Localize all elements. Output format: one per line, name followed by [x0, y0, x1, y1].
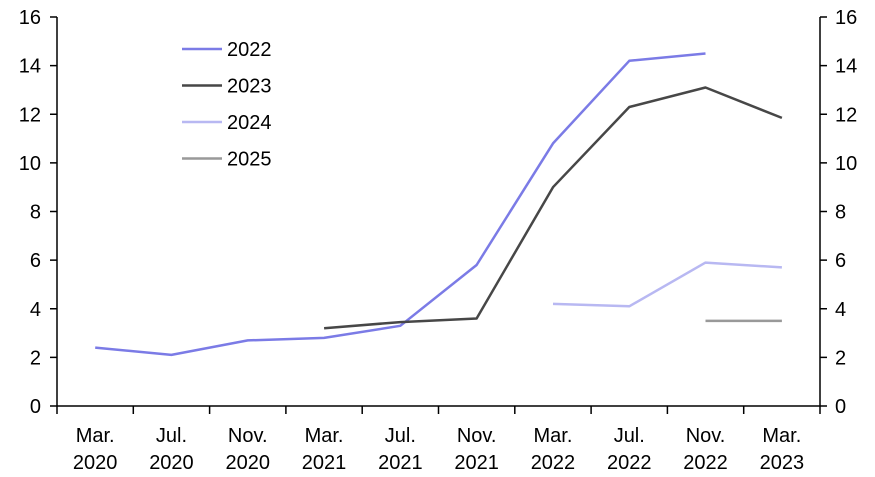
x-tick-label-line: Jul. [156, 425, 187, 447]
axes: 0 2 4 6 8 10 12 14 16 0 2 4 6 8 10 12 14 16 Mar. 2020 Jul. 20… [19, 7, 858, 474]
y-tick-label-right: 8 [835, 202, 846, 224]
x-tick-label-line: Mar. [76, 425, 115, 447]
y-tick-label-right: 10 [835, 153, 857, 175]
legend-label-2025: 2025 [227, 149, 272, 171]
x-tick-label-line: 2021 [378, 452, 423, 474]
legend-label-2024: 2024 [227, 112, 272, 134]
y-tick-label-right: 16 [835, 7, 857, 29]
x-tick-label: Nov. 2021 [454, 425, 499, 474]
y-tick-label-left: 8 [30, 202, 41, 224]
x-tick-label-line: 2021 [454, 452, 499, 474]
y-tick-label-right: 0 [835, 396, 846, 418]
x-tick-label-line: Nov. [228, 425, 268, 447]
x-tick-label: Mar. 2021 [302, 425, 347, 474]
series-line-2024 [552, 261, 782, 308]
x-tick-label-line: 2022 [531, 452, 576, 474]
x-tick-label: Mar. 2022 [531, 425, 576, 474]
x-tick-label-line: Jul. [385, 425, 416, 447]
x-tick-label: Jul. 2020 [149, 425, 194, 474]
series-line-2023 [324, 86, 783, 330]
y-tick-label-right: 2 [835, 347, 846, 369]
x-tick-label: Nov. 2020 [226, 425, 271, 474]
y-tick-label-left: 0 [30, 396, 41, 418]
x-tick-label-line: Mar. [305, 425, 344, 447]
x-tick-label-line: 2022 [607, 452, 652, 474]
x-tick-label-line: 2020 [73, 452, 118, 474]
y-tick-label-left: 2 [30, 347, 41, 369]
y-tick-label-right: 4 [835, 299, 846, 321]
x-tick-label: Mar. 2023 [760, 425, 805, 474]
y-tick-label-left: 10 [19, 153, 41, 175]
series-layer [95, 52, 783, 357]
x-tick-label-line: 2020 [149, 452, 194, 474]
legend-label-2023: 2023 [227, 76, 272, 98]
y-tick-label-left: 4 [30, 299, 41, 321]
legend-label-2022: 2022 [227, 39, 272, 61]
y-tick-label-right: 6 [835, 250, 846, 272]
x-tick-label-line: Mar. [533, 425, 572, 447]
series-line-2022 [95, 52, 706, 357]
y-tick-label-left: 14 [19, 56, 41, 78]
x-tick-label-line: 2022 [683, 452, 728, 474]
x-tick-label-line: Nov. [457, 425, 497, 447]
y-tick-label-left: 16 [19, 7, 41, 29]
y-tick-label-right: 12 [835, 104, 857, 126]
x-tick-label-line: 2020 [226, 452, 271, 474]
x-tick-label: Jul. 2021 [378, 425, 423, 474]
y-tick-label-left: 12 [19, 104, 41, 126]
x-tick-label-line: Mar. [762, 425, 801, 447]
x-tick-label-line: 2023 [760, 452, 805, 474]
x-tick-label-line: 2021 [302, 452, 347, 474]
x-tick-label: Jul. 2022 [607, 425, 652, 474]
x-tick-label: Nov. 2022 [683, 425, 728, 474]
x-tick-label-line: Jul. [614, 425, 645, 447]
y-tick-label-left: 6 [30, 250, 41, 272]
x-tick-label: Mar. 2020 [73, 425, 118, 474]
x-tick-label-line: Nov. [686, 425, 726, 447]
legend: 2022 2023 2024 2025 [182, 39, 272, 171]
y-tick-label-right: 14 [835, 56, 857, 78]
